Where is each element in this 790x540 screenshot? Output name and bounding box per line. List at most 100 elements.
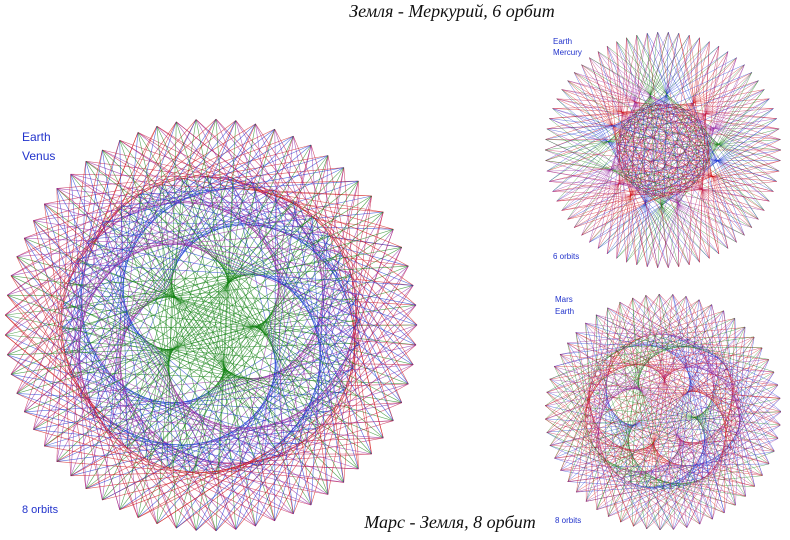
string-line — [94, 418, 217, 532]
string-line — [75, 135, 294, 263]
string-line — [4, 314, 147, 460]
string-line — [635, 310, 724, 340]
string-line — [626, 37, 665, 105]
string-line — [554, 362, 724, 367]
string-line — [669, 334, 778, 385]
string-line — [33, 195, 138, 430]
string-line — [333, 408, 345, 483]
string-line — [556, 158, 708, 202]
string-line — [68, 282, 414, 365]
string-line — [546, 147, 618, 172]
string-line — [657, 32, 673, 106]
string-line — [10, 374, 111, 435]
string-line — [71, 195, 372, 378]
string-line — [64, 352, 71, 476]
string-line — [641, 109, 777, 119]
string-line — [589, 57, 633, 184]
string-line — [67, 285, 103, 501]
string-line — [607, 307, 659, 335]
string-line — [343, 257, 409, 267]
string-line — [567, 342, 587, 420]
string-line — [632, 298, 647, 488]
string-line — [657, 104, 777, 182]
string-line — [586, 310, 724, 401]
string-line — [676, 193, 680, 267]
string-line — [33, 393, 80, 430]
string-line — [119, 140, 336, 407]
string-line — [614, 471, 746, 497]
string-line — [235, 318, 361, 530]
string-line — [618, 33, 680, 164]
string-line — [725, 366, 779, 439]
string-line — [739, 404, 781, 425]
string-line — [588, 431, 775, 452]
string-line — [714, 353, 781, 425]
string-line — [626, 134, 707, 263]
string-line — [576, 484, 691, 493]
string-line — [24, 192, 143, 239]
string-line — [10, 214, 312, 276]
string-line — [707, 157, 753, 228]
string-line — [255, 295, 358, 527]
string-line — [16, 256, 93, 416]
string-line — [589, 437, 609, 517]
string-line — [618, 45, 720, 139]
string-line — [159, 185, 177, 529]
string-line — [102, 149, 160, 186]
string-line — [622, 359, 769, 478]
string-line — [293, 251, 341, 514]
string-line — [586, 396, 622, 523]
string-line — [80, 397, 372, 455]
string-line — [607, 307, 680, 488]
string-line — [647, 32, 696, 118]
string-line — [598, 326, 745, 371]
string-line — [567, 337, 641, 483]
string-line — [645, 295, 688, 486]
string-line — [24, 237, 341, 252]
string-line — [85, 161, 355, 365]
string-line — [182, 178, 384, 213]
string-line — [16, 231, 328, 257]
string-line — [120, 206, 384, 439]
string-line — [546, 346, 705, 434]
string-line — [585, 458, 602, 502]
string-line — [217, 120, 237, 474]
string-line — [686, 338, 755, 487]
string-line — [358, 343, 384, 438]
string-line — [609, 355, 736, 506]
string-line — [738, 396, 770, 464]
string-line — [195, 472, 312, 506]
string-line — [595, 314, 696, 483]
string-line — [241, 470, 344, 483]
string-line — [730, 373, 755, 487]
string-line — [552, 174, 702, 192]
string-line — [110, 155, 329, 436]
string-line — [698, 480, 713, 520]
string-line — [561, 89, 645, 109]
string-line — [176, 121, 285, 455]
string-line — [85, 389, 346, 489]
string-line — [71, 377, 177, 529]
string-line — [659, 195, 720, 255]
string-line — [615, 411, 782, 474]
string-line — [586, 398, 763, 476]
string-line — [693, 340, 775, 452]
string-line — [626, 175, 701, 263]
string-line — [581, 64, 653, 106]
string-line — [597, 51, 686, 111]
string-line — [606, 159, 619, 254]
string-line — [545, 403, 587, 420]
string-line — [585, 421, 598, 510]
string-line — [545, 369, 728, 407]
string-line — [606, 104, 668, 254]
string-line — [546, 419, 587, 433]
string-line — [264, 463, 359, 470]
string-line — [646, 334, 664, 529]
string-line — [585, 336, 755, 409]
string-line — [707, 140, 759, 220]
string-line — [646, 33, 656, 105]
string-line — [33, 220, 263, 466]
string-line — [549, 149, 709, 182]
string-line — [346, 383, 409, 387]
string-line — [320, 229, 394, 427]
